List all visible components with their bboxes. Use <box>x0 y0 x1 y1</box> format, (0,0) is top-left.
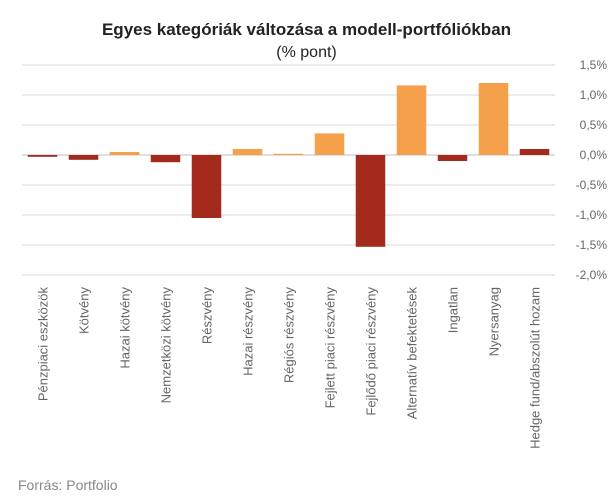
chart-subtitle: (% pont) <box>276 44 337 61</box>
bar-10 <box>437 155 468 161</box>
x-tick-label: Részvény <box>200 287 215 345</box>
bar-12 <box>519 149 550 155</box>
bar-9 <box>396 85 427 155</box>
x-tick-label: Kötvény <box>77 287 92 334</box>
bar-7 <box>314 133 345 155</box>
y-tick-label: -1,5% <box>576 238 608 252</box>
bars <box>27 83 550 247</box>
chart-title: Egyes kategóriák változása a modell-port… <box>101 20 512 39</box>
bar-0 <box>27 155 58 157</box>
source-note: Forrás: Portfolio <box>18 477 118 493</box>
gridlines <box>22 64 555 276</box>
y-tick-label: -2,0% <box>576 268 608 282</box>
x-tick-label: Pénzpiaci eszközök <box>36 287 51 402</box>
x-axis-tick-labels: Pénzpiaci eszközök Kötvény Hazai kötvény Ne… <box>36 287 543 449</box>
x-tick-label: Alternatív befektetések <box>405 287 420 420</box>
y-axis-tick-labels: 1,5% 1,0% 0,5% 0,0% -0,5% -1,0% -1,5% -2,0% <box>576 58 608 282</box>
bar-8 <box>355 155 386 247</box>
bar-6 <box>273 153 304 155</box>
x-tick-label: Nemzetközi kötvény <box>159 287 174 404</box>
bar-3 <box>150 155 181 163</box>
x-tick-label: Régiós részvény <box>282 287 297 384</box>
x-tick-label: Ingatlan <box>446 287 461 333</box>
x-tick-label: Hazai részvény <box>241 287 256 376</box>
y-tick-label: 1,5% <box>580 58 608 72</box>
bar-4 <box>191 155 222 218</box>
y-tick-label: 0,0% <box>580 148 608 162</box>
y-tick-label: -1,0% <box>576 208 608 222</box>
y-tick-label: 1,0% <box>580 88 608 102</box>
bar-5 <box>232 149 263 155</box>
x-tick-label: Hazai kötvény <box>118 287 133 369</box>
bar-2 <box>109 152 140 155</box>
x-tick-label: Fejlődő piaci részvény <box>364 287 379 416</box>
x-tick-label: Fejlett piaci részvény <box>323 287 338 409</box>
x-tick-label: Hedge fund/abszolút hozam <box>528 287 543 449</box>
y-tick-label: -0,5% <box>576 178 608 192</box>
bar-11 <box>478 83 509 155</box>
y-tick-label: 0,5% <box>580 118 608 132</box>
x-tick-label: Nyersanyag <box>487 287 502 356</box>
bar-1 <box>68 155 99 160</box>
